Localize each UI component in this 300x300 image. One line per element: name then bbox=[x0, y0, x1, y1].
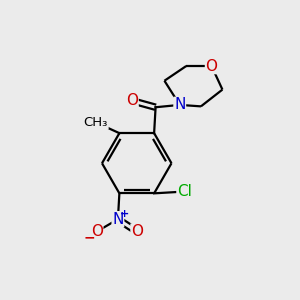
Text: +: + bbox=[120, 209, 129, 219]
Text: N: N bbox=[174, 98, 185, 112]
Text: Cl: Cl bbox=[177, 184, 192, 200]
Text: O: O bbox=[206, 58, 218, 74]
Text: CH₃: CH₃ bbox=[84, 116, 108, 129]
Text: O: O bbox=[131, 224, 143, 239]
Text: O: O bbox=[126, 93, 138, 108]
Text: N: N bbox=[112, 212, 124, 227]
Text: −: − bbox=[83, 230, 95, 244]
Text: O: O bbox=[91, 224, 103, 239]
